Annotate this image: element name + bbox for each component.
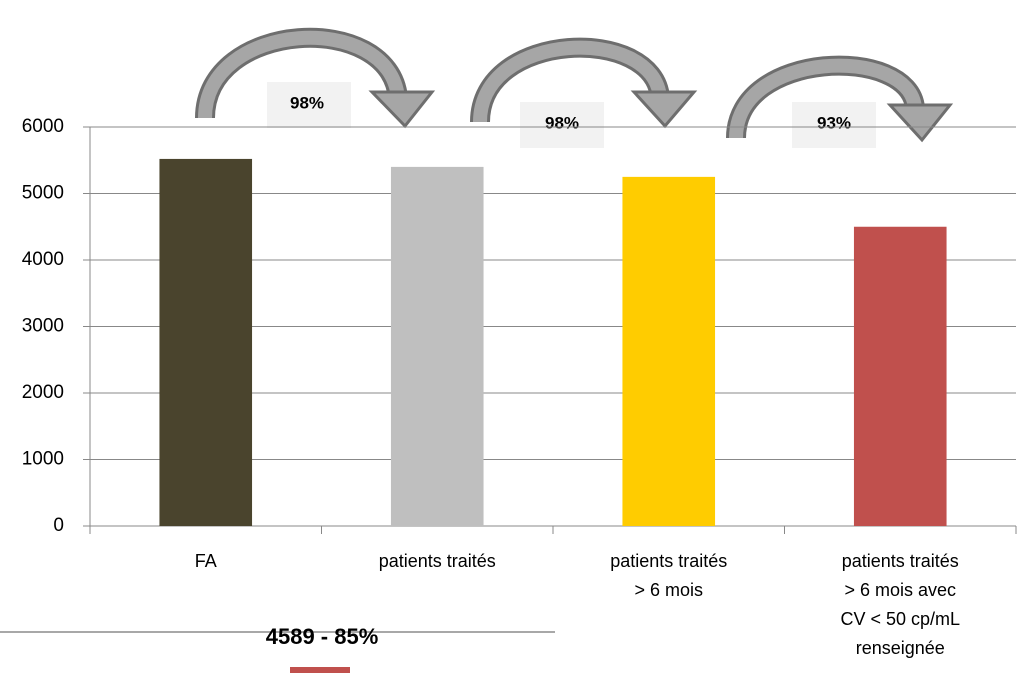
x-tick-label: patients traités	[378, 551, 496, 571]
arrow	[473, 40, 667, 123]
x-tick-label: patients traités > 6 mois avec CV < 50 c…	[840, 551, 961, 658]
annotation: 98%	[290, 93, 324, 112]
y-tick-label: 6000	[22, 116, 64, 137]
annotation: 93%	[817, 113, 851, 132]
x-tick-label: patients traités > 6 mois	[610, 551, 728, 600]
footnote-swatch	[290, 667, 350, 673]
bar	[853, 226, 947, 526]
y-tick-label: 4000	[22, 249, 64, 270]
annotation-box	[520, 102, 604, 148]
arrow-head	[886, 103, 954, 143]
annotation-box	[267, 82, 351, 128]
footnote: 4589 - 85%	[266, 624, 379, 649]
arrow	[729, 58, 922, 139]
bar	[159, 158, 253, 527]
arrows	[195, 27, 954, 143]
y-tick-label: 0	[53, 515, 64, 536]
y-tick-label: 2000	[22, 382, 64, 403]
y-tick-label: 1000	[22, 449, 64, 470]
y-tick-label: 5000	[22, 183, 64, 204]
annotation: 98%	[545, 113, 579, 132]
bar	[390, 166, 484, 526]
x-tick-label: FA	[194, 551, 217, 571]
bar	[622, 176, 716, 526]
arrow-head	[368, 90, 436, 129]
arrow-head	[630, 90, 698, 129]
arrow	[198, 30, 405, 119]
annotation-box	[792, 102, 876, 148]
y-tick-label: 3000	[22, 316, 64, 337]
